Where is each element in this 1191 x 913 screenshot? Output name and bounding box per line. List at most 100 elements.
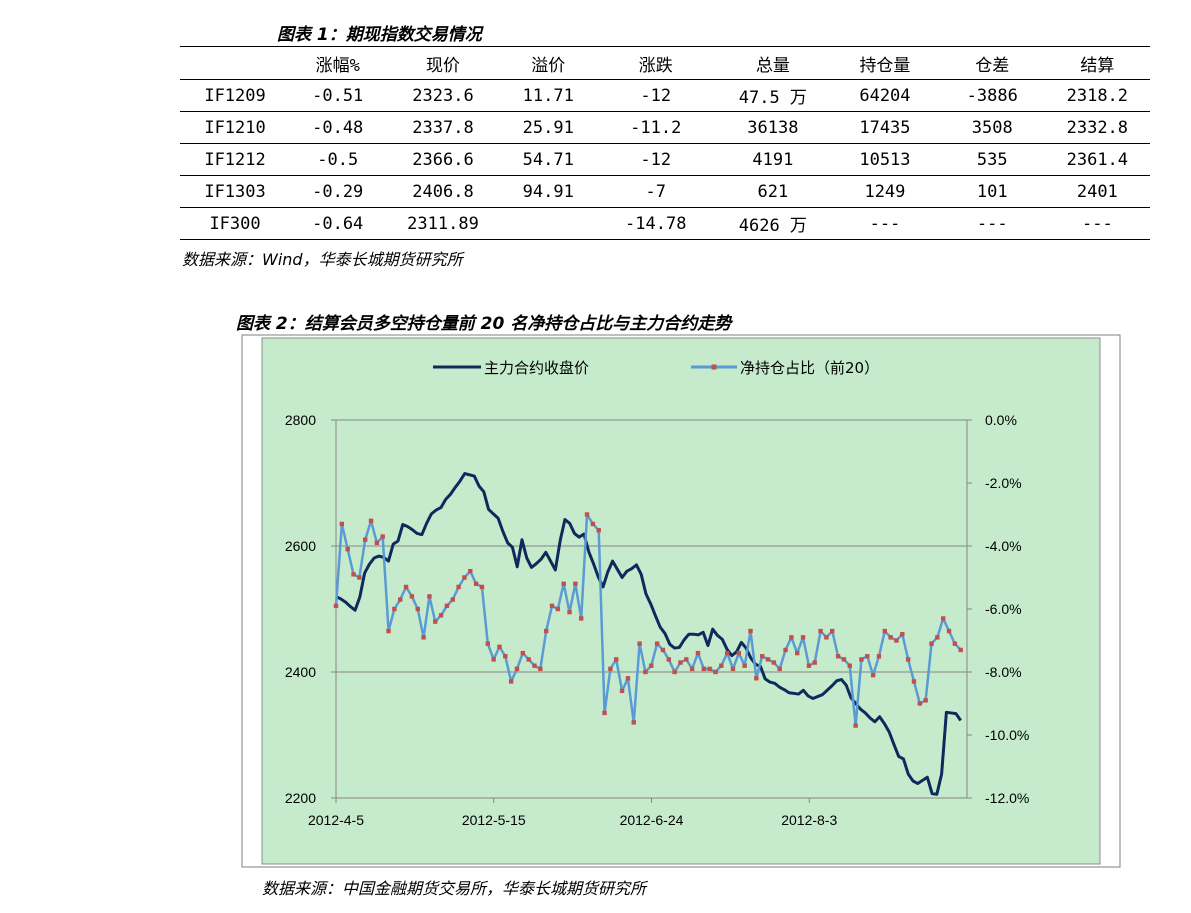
- data-point: [444, 603, 450, 609]
- table-cell: 64204: [830, 79, 940, 112]
- data-point: [765, 657, 771, 662]
- data-point: [614, 657, 619, 662]
- data-point: [701, 666, 707, 672]
- data-point: [403, 584, 409, 590]
- data-point: [888, 635, 893, 640]
- table-cell: -0.64: [290, 207, 386, 240]
- data-point: [795, 650, 800, 656]
- table-cell: 2361.4: [1044, 143, 1150, 176]
- data-point: [754, 676, 759, 681]
- right-axis-tick-label: -6.0%: [985, 601, 1022, 617]
- data-point: [894, 638, 899, 643]
- data-point: [771, 660, 777, 665]
- gridlines: [336, 419, 967, 673]
- table-cell: 94.91: [500, 175, 596, 208]
- table-row: IF1209 -0.51 2323.6 11.71 -12 47.5 万 64204 -388…: [180, 79, 1150, 112]
- column-header: 溢价: [500, 46, 596, 80]
- data-point: [952, 641, 958, 646]
- table-cell: 4626 万: [715, 207, 831, 240]
- table-cell: 3508: [939, 111, 1045, 144]
- data-point: [491, 657, 496, 662]
- right-axis-tick-label: -2.0%: [985, 475, 1022, 491]
- data-point: [958, 647, 963, 653]
- data-point: [742, 663, 747, 668]
- data-point: [759, 654, 765, 659]
- data-point: [503, 654, 508, 659]
- data-point: [596, 528, 601, 533]
- data-point: [427, 594, 432, 599]
- data-point: [643, 669, 648, 675]
- table-cell: -11.2: [595, 111, 716, 144]
- data-point: [684, 657, 689, 662]
- data-point: [736, 650, 742, 656]
- column-header: 持仓量: [830, 46, 940, 80]
- data-point: [398, 597, 403, 602]
- data-point: [847, 663, 852, 668]
- data-point: [666, 657, 671, 662]
- table-cell: 54.71: [500, 143, 596, 176]
- left-axis-tick-label: 2600: [285, 538, 316, 554]
- x-axis-tick-label: 2012-4-5: [308, 812, 364, 828]
- data-point: [433, 619, 438, 624]
- table-cell: 2406.8: [385, 175, 501, 208]
- data-point: [450, 597, 455, 602]
- table-cell: 2323.6: [385, 79, 501, 112]
- column-header: 总量: [715, 46, 831, 80]
- data-point: [538, 666, 543, 672]
- right-axis-tick-label: -10.0%: [985, 727, 1029, 743]
- table-cell: 621: [715, 175, 831, 208]
- data-point: [929, 641, 934, 646]
- data-point: [637, 641, 642, 646]
- data-point: [380, 534, 385, 539]
- table-cell: IF1209: [180, 79, 291, 112]
- column-header: 涨幅%: [290, 46, 386, 80]
- data-point: [911, 679, 917, 684]
- data-point: [707, 666, 712, 672]
- data-point: [806, 663, 812, 668]
- table-cell: 2318.2: [1044, 79, 1150, 112]
- data-point: [473, 581, 479, 586]
- table-cell: 1249: [830, 175, 940, 208]
- table-cell: 535: [939, 143, 1045, 176]
- data-point: [865, 654, 870, 659]
- data-point: [748, 628, 753, 634]
- chart-caption: 图表 2：结算会员多空持仓量前 20 名净持仓占比与主力合约走势: [236, 314, 732, 334]
- futures-quote-table: 涨幅% 现价 溢价 涨跌 总量 持仓量 仓差 结算 IF1209 -0.51 2323.6 11.7…: [180, 46, 1150, 240]
- column-header: 结算: [1044, 46, 1150, 80]
- table-cell: -7: [595, 175, 716, 208]
- right-axis-tick-label: -12.0%: [985, 790, 1029, 806]
- data-point: [508, 679, 514, 684]
- table-cell: -12: [595, 79, 716, 112]
- data-point: [543, 628, 549, 634]
- data-point: [777, 666, 782, 672]
- data-point: [520, 650, 526, 656]
- data-point: [695, 650, 701, 656]
- data-point: [485, 641, 490, 646]
- table-cell: ---: [1044, 207, 1150, 240]
- data-point: [789, 635, 794, 640]
- table-source-note: 数据来源：Wind，华泰长城期货研究所: [182, 250, 463, 269]
- data-point: [824, 635, 829, 640]
- data-point: [584, 512, 590, 517]
- right-axis-tick-label: -8.0%: [985, 664, 1022, 680]
- data-point: [678, 660, 683, 665]
- table-cell: -0.29: [290, 175, 386, 208]
- column-header: 涨跌: [595, 46, 716, 80]
- data-point: [917, 701, 923, 706]
- data-point: [590, 521, 596, 527]
- data-point: [713, 669, 718, 675]
- data-point: [333, 603, 339, 609]
- table-cell: 36138: [715, 111, 831, 144]
- table-body: IF1209 -0.51 2323.6 11.71 -12 47.5 万 64204 -388…: [180, 79, 1150, 240]
- table-cell: IF1303: [180, 175, 291, 208]
- table-cell: IF1212: [180, 143, 291, 176]
- table-cell: IF300: [180, 207, 291, 240]
- table-cell: 101: [939, 175, 1045, 208]
- right-axis-tick-label: 0.0%: [985, 412, 1017, 428]
- data-point: [876, 654, 882, 659]
- table-cell: 2401: [1044, 175, 1150, 208]
- data-point: [672, 669, 677, 675]
- data-point: [497, 644, 502, 649]
- data-point: [882, 628, 887, 634]
- data-point: [905, 657, 911, 662]
